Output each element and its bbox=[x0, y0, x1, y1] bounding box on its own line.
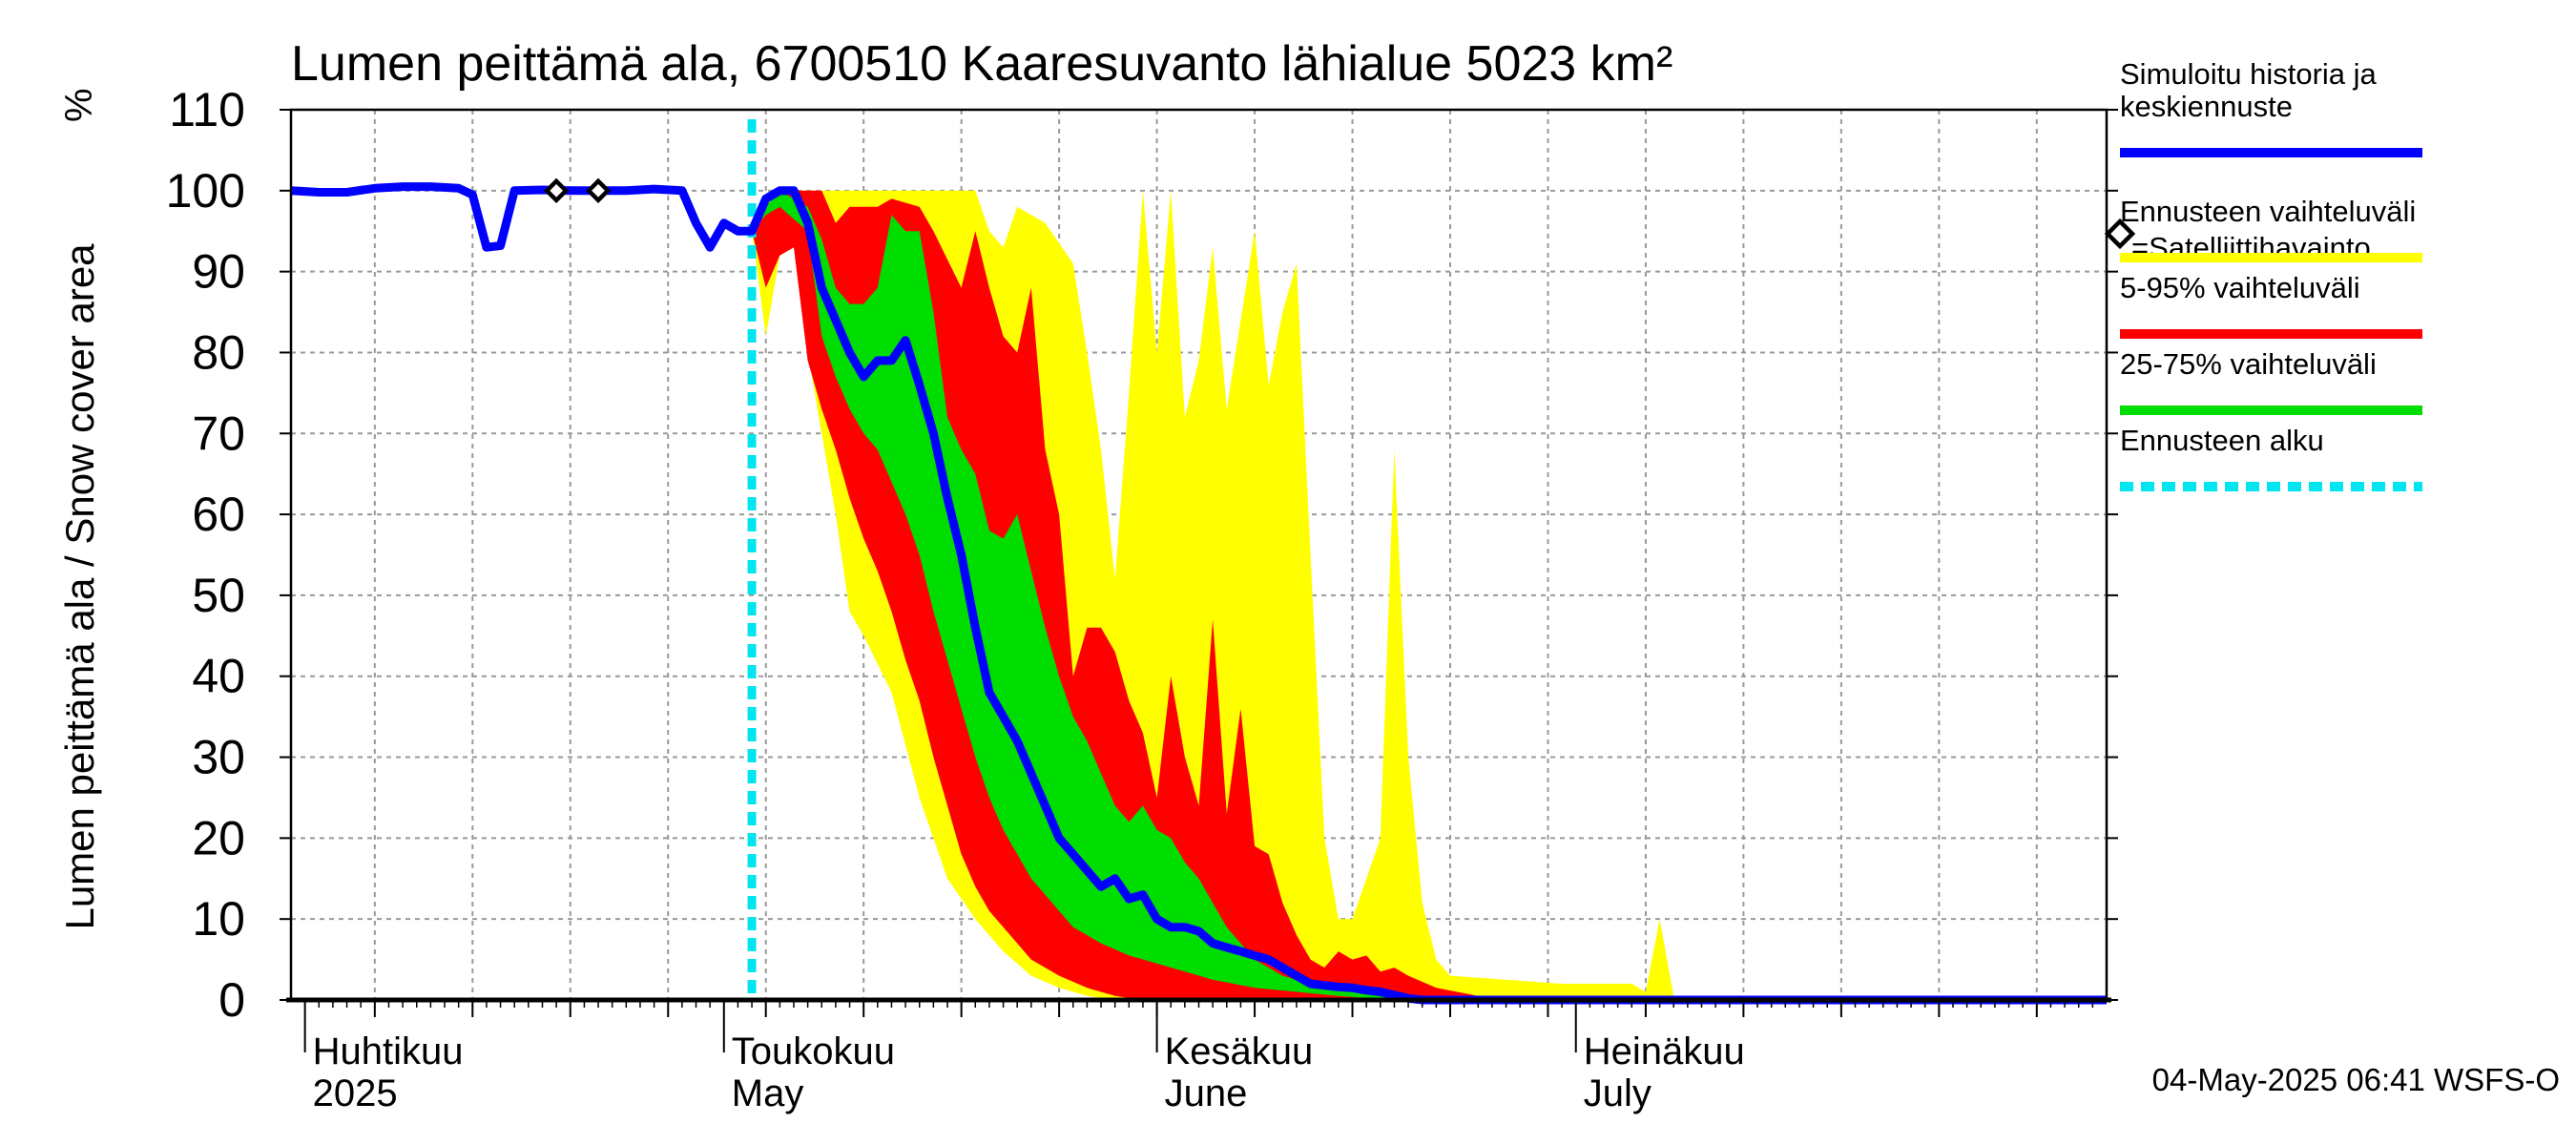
x-month-label-fi: Toukokuu bbox=[732, 1030, 895, 1072]
y-tick-label: 80 bbox=[192, 325, 245, 379]
legend-label: keskiennuste bbox=[2120, 90, 2293, 123]
y-tick-label: 90 bbox=[192, 245, 245, 299]
satellite-observation-marker bbox=[543, 177, 570, 204]
x-month-label-en: June bbox=[1165, 1072, 1248, 1114]
x-month-label-fi: Kesäkuu bbox=[1165, 1030, 1314, 1072]
y-tick-label: 60 bbox=[192, 488, 245, 541]
legend-label: 25-75% vaihteluväli bbox=[2120, 347, 2377, 381]
x-month-label-en: 2025 bbox=[313, 1072, 398, 1114]
y-tick-label: 100 bbox=[166, 164, 245, 218]
y-tick-label: 70 bbox=[192, 406, 245, 460]
y-tick-label: 0 bbox=[218, 973, 245, 1027]
forecast-bands bbox=[752, 190, 2107, 1001]
x-month-label-en: May bbox=[732, 1072, 804, 1114]
y-tick-label: 110 bbox=[169, 83, 245, 136]
legend-label: Ennusteen vaihteluväli bbox=[2120, 195, 2416, 228]
x-month-label-en: July bbox=[1584, 1072, 1652, 1114]
legend: Simuloitu historia jakeskiennuste=Satell… bbox=[2104, 57, 2422, 491]
y-axis-label: Lumen peittämä ala / Snow cover area bbox=[57, 243, 102, 930]
legend-label: 5-95% vaihteluväli bbox=[2120, 271, 2360, 304]
x-month-label-fi: Huhtikuu bbox=[313, 1030, 464, 1072]
legend-label: Simuloitu historia ja bbox=[2120, 57, 2378, 91]
band-25-75-vaihteluv-li bbox=[752, 190, 2107, 1001]
x-month-label-fi: Heinäkuu bbox=[1584, 1030, 1745, 1072]
y-tick-label: 50 bbox=[192, 569, 245, 622]
y-tick-label: 20 bbox=[192, 811, 245, 864]
legend-label: Ennusteen alku bbox=[2120, 424, 2324, 457]
y-tick-label: 40 bbox=[192, 650, 245, 703]
legend-satellite-icon bbox=[2104, 218, 2136, 250]
satellite-observation-marker bbox=[585, 177, 612, 204]
y-tick-label: 10 bbox=[192, 892, 245, 946]
series-layer bbox=[290, 119, 2107, 1005]
footer-timestamp: 04-May-2025 06:41 WSFS-O bbox=[2152, 1062, 2560, 1097]
chart-title: Lumen peittämä ala, 6700510 Kaaresuvanto… bbox=[291, 36, 1672, 92]
y-axis-unit: % bbox=[58, 88, 100, 122]
y-tick-label: 30 bbox=[192, 731, 245, 784]
